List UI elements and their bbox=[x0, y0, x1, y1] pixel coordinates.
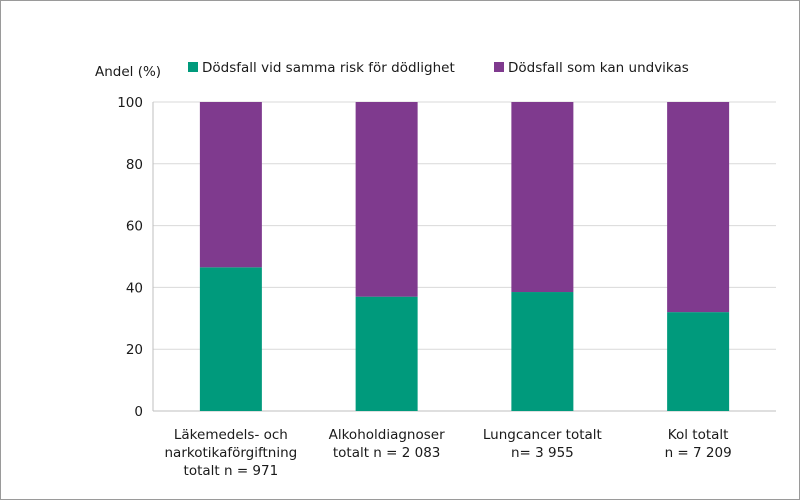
legend-swatch bbox=[494, 62, 504, 72]
x-category-label: n = 7 209 bbox=[665, 445, 732, 461]
x-category-labels: Läkemedels- och narkotikaförgiftning total… bbox=[164, 427, 731, 479]
legend: Dödsfall vid samma risk för dödlighet Död… bbox=[188, 60, 689, 76]
bar-segment-series-2 bbox=[667, 102, 730, 313]
x-category-label: Lungcancer totalt bbox=[483, 427, 602, 443]
x-category-label: totalt n = 971 bbox=[184, 463, 279, 479]
x-category-label: totalt n = 2 083 bbox=[333, 445, 441, 461]
y-tick-label: 40 bbox=[126, 280, 143, 296]
y-tick-label: 80 bbox=[126, 157, 143, 173]
x-category-label: Alkoholdiagnoser bbox=[329, 427, 445, 443]
bars bbox=[199, 102, 730, 411]
y-axis-label: Andel (%) bbox=[95, 64, 161, 80]
x-category-label: Läkemedels- och bbox=[174, 427, 288, 443]
legend-swatch bbox=[188, 62, 198, 72]
bar-segment-series-2 bbox=[355, 102, 418, 297]
bar-segment-series-2 bbox=[511, 102, 574, 293]
y-tick-label: 60 bbox=[126, 219, 143, 235]
y-tick-label: 20 bbox=[126, 342, 143, 358]
y-tick-labels: 0 20 40 60 80 100 bbox=[117, 95, 143, 420]
y-tick-label: 100 bbox=[117, 95, 143, 111]
y-tick-label: 0 bbox=[134, 404, 143, 420]
legend-label: Dödsfall som kan undvikas bbox=[508, 60, 689, 76]
x-category-label: narkotikaförgiftning bbox=[164, 445, 297, 461]
bar-segment-series-1 bbox=[511, 292, 574, 411]
bar-segment-series-2 bbox=[199, 102, 262, 268]
x-category-label: Kol totalt bbox=[668, 427, 729, 443]
legend-label: Dödsfall vid samma risk för dödlighet bbox=[202, 60, 455, 76]
x-category-label: n= 3 955 bbox=[511, 445, 574, 461]
bar-segment-series-1 bbox=[199, 267, 262, 411]
bar-segment-series-1 bbox=[667, 312, 730, 411]
bar-segment-series-1 bbox=[355, 296, 418, 411]
